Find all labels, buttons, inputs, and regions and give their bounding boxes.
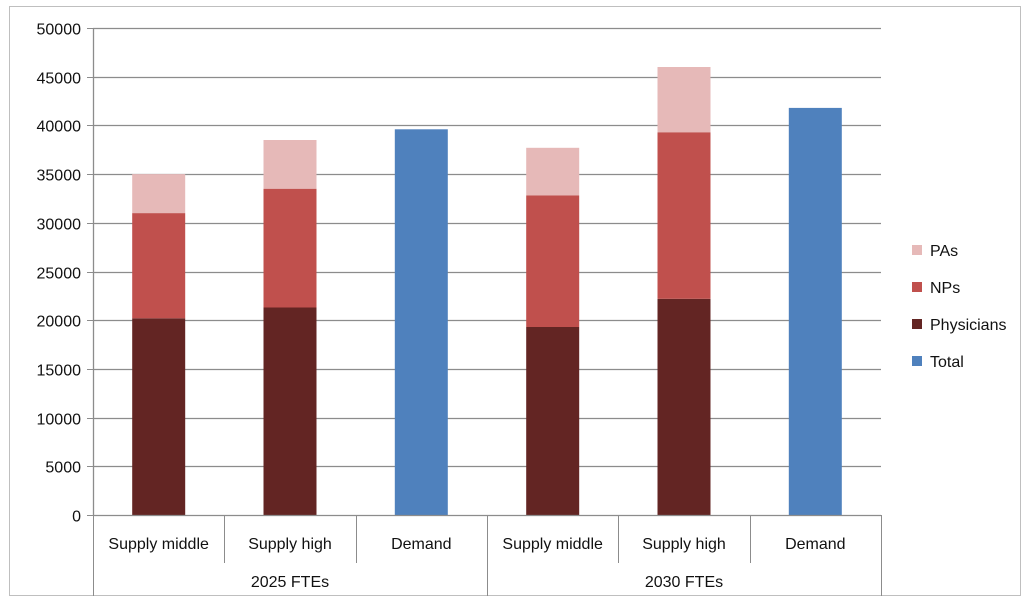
bar-segment-pas xyxy=(657,67,711,133)
y-tick-label: 30000 xyxy=(37,217,82,234)
y-tick-label: 35000 xyxy=(37,168,82,185)
y-tick-label: 10000 xyxy=(37,412,82,429)
y-tick-label: 20000 xyxy=(37,314,82,331)
bar-segment-physicians xyxy=(526,327,580,515)
x-category-label: Demand xyxy=(391,536,451,553)
x-category-label: Supply high xyxy=(642,536,726,553)
x-category-label: Supply middle xyxy=(502,536,603,553)
y-tick-label: 5000 xyxy=(45,460,81,477)
bar-segment-physicians xyxy=(132,318,186,515)
y-tick-label: 15000 xyxy=(37,363,82,380)
gridlines xyxy=(93,27,881,468)
legend-label: NPs xyxy=(930,280,960,297)
bar-segment-physicians xyxy=(657,298,711,515)
y-tick-label: 40000 xyxy=(37,119,82,136)
x-category-label: Demand xyxy=(785,536,845,553)
legend-label: Total xyxy=(930,354,964,371)
x-group-label: 2025 FTEs xyxy=(251,574,329,591)
y-tick-label: 25000 xyxy=(37,266,82,283)
legend-swatch-nps xyxy=(912,282,922,292)
y-tick-label: 0 xyxy=(72,509,81,526)
x-group-label: 2030 FTEs xyxy=(645,574,723,591)
axes xyxy=(87,28,882,596)
bar-segment-nps xyxy=(526,195,580,327)
bar-segment-nps xyxy=(132,213,186,319)
bar-segment-pas xyxy=(263,140,317,189)
y-tick-label: 50000 xyxy=(37,22,82,39)
bar-segment-physicians xyxy=(263,307,317,515)
legend-swatch-total xyxy=(912,356,922,366)
legend-label: Physicians xyxy=(930,317,1006,334)
axis-labels: 0 5000 10000 15000 20000 25000 30000 35000 40000… xyxy=(37,22,846,592)
bar-segment-pas xyxy=(132,174,186,214)
bar-segment-pas xyxy=(526,147,580,196)
x-category-label: Supply high xyxy=(248,536,332,553)
bar-segment-total xyxy=(394,129,448,516)
legend: PAs NPs Physicians Total xyxy=(912,243,1006,371)
y-tick-label: 45000 xyxy=(37,71,82,88)
legend-swatch-pas xyxy=(912,245,922,255)
bar-segment-nps xyxy=(657,132,711,299)
legend-swatch-physicians xyxy=(912,319,922,329)
x-category-label: Supply middle xyxy=(108,536,209,553)
bars xyxy=(132,67,842,516)
bar-segment-nps xyxy=(263,188,317,308)
bar-segment-total xyxy=(788,107,842,516)
legend-label: PAs xyxy=(930,243,958,260)
